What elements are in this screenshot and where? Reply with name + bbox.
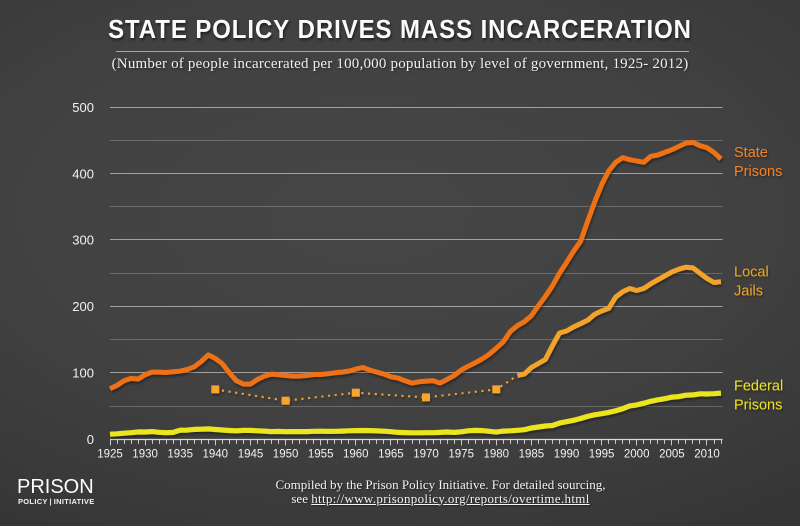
svg-text:100: 100 bbox=[72, 366, 94, 381]
svg-text:1985: 1985 bbox=[519, 449, 545, 461]
svg-text:1925: 1925 bbox=[97, 449, 123, 461]
svg-text:400: 400 bbox=[72, 166, 94, 181]
svg-text:State: State bbox=[734, 145, 768, 161]
svg-text:Local: Local bbox=[734, 265, 769, 281]
svg-text:1975: 1975 bbox=[448, 449, 474, 461]
svg-text:1970: 1970 bbox=[413, 449, 439, 461]
svg-text:1950: 1950 bbox=[273, 449, 299, 461]
svg-text:1960: 1960 bbox=[343, 449, 369, 461]
svg-text:1965: 1965 bbox=[378, 449, 404, 461]
svg-text:Prisons: Prisons bbox=[734, 164, 782, 180]
svg-text:2010: 2010 bbox=[694, 449, 720, 461]
svg-text:300: 300 bbox=[72, 233, 94, 248]
svg-text:2005: 2005 bbox=[659, 449, 685, 461]
svg-text:500: 500 bbox=[72, 100, 94, 115]
svg-text:1990: 1990 bbox=[554, 449, 580, 461]
svg-text:0: 0 bbox=[87, 432, 94, 447]
svg-text:1945: 1945 bbox=[238, 449, 264, 461]
svg-text:1980: 1980 bbox=[484, 449, 510, 461]
svg-text:1930: 1930 bbox=[132, 449, 158, 461]
svg-text:1940: 1940 bbox=[203, 449, 229, 461]
svg-text:1995: 1995 bbox=[589, 449, 615, 461]
svg-text:1955: 1955 bbox=[308, 449, 334, 461]
svg-text:1935: 1935 bbox=[167, 449, 193, 461]
svg-text:2000: 2000 bbox=[624, 449, 650, 461]
svg-text:200: 200 bbox=[72, 299, 94, 314]
svg-text:Prisons: Prisons bbox=[734, 398, 782, 414]
svg-text:Jails: Jails bbox=[734, 284, 763, 300]
svg-text:Federal: Federal bbox=[734, 379, 783, 395]
